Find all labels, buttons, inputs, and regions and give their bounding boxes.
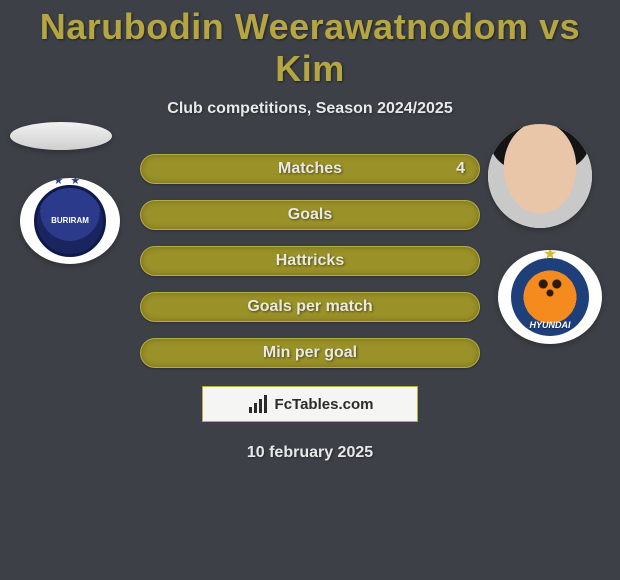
club-left-crest: BURIRAM: [20, 178, 120, 264]
page-title: Narubodin Weerawatnodom vs Kim: [0, 0, 620, 90]
stat-bar-min-per-goal: Min per goal: [140, 338, 480, 368]
stat-label: Min per goal: [263, 344, 357, 362]
subtitle: Club competitions, Season 2024/2025: [0, 100, 620, 118]
source-badge[interactable]: FcTables.com: [202, 386, 418, 422]
hyundai-crest-label: HYUNDAI: [529, 320, 570, 330]
club-right-crest: HYUNDAI: [498, 250, 602, 344]
stat-label: Hattricks: [276, 252, 344, 270]
kim-face-icon: [488, 124, 592, 228]
hyundai-crest-icon: HYUNDAI: [511, 258, 589, 336]
stat-label: Goals per match: [247, 298, 372, 316]
stat-value-right: 4: [456, 160, 465, 178]
snapshot-date: 10 february 2025: [0, 444, 620, 462]
source-badge-text: FcTables.com: [275, 396, 374, 413]
stat-bar-matches: Matches 4: [140, 154, 480, 184]
buriram-crest-icon: BURIRAM: [34, 185, 106, 257]
fctables-logo-icon: [247, 393, 269, 415]
stat-bar-goals: Goals: [140, 200, 480, 230]
tiger-icon: [533, 272, 567, 302]
stat-bar-goals-per-match: Goals per match: [140, 292, 480, 322]
stat-label: Goals: [288, 206, 332, 224]
player-left-avatar: [10, 122, 112, 150]
player-right-avatar: [488, 124, 592, 228]
buriram-crest-label: BURIRAM: [51, 217, 89, 225]
stat-bar-hattricks: Hattricks: [140, 246, 480, 276]
stat-label: Matches: [278, 160, 342, 178]
